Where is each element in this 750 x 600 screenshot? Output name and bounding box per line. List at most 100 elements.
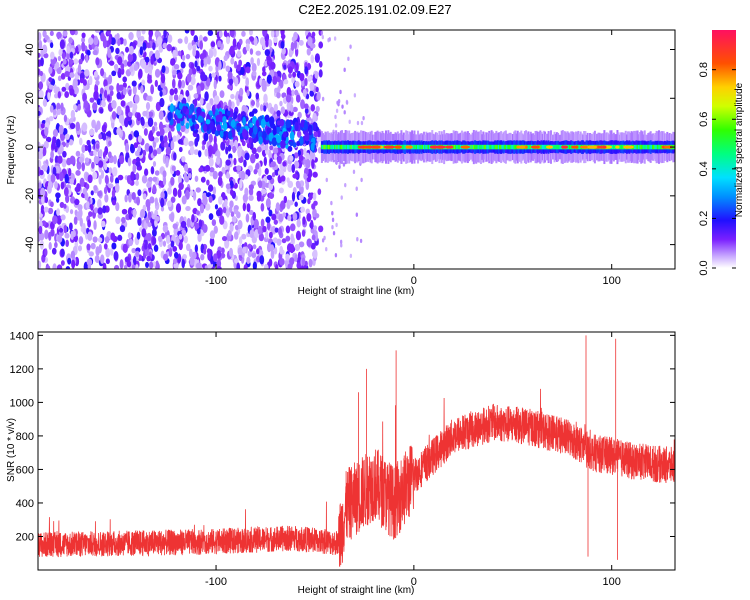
heatmap-cell <box>122 243 128 254</box>
heatmap-cell <box>109 247 114 256</box>
heatmap-cell <box>352 144 355 150</box>
heatmap-cell <box>273 36 278 44</box>
heatmap-cell <box>54 241 58 249</box>
heatmap-cell <box>56 31 62 39</box>
top-x-ticks: -100 0 100 <box>205 30 621 287</box>
heatmap-cell <box>641 144 644 150</box>
heatmap-cell <box>165 157 169 168</box>
heatmap-cell <box>259 104 264 112</box>
heatmap-cell <box>56 66 62 75</box>
heatmap-cell <box>317 147 322 154</box>
heatmap-cell <box>298 154 304 162</box>
heatmap-cell <box>251 147 257 155</box>
heatmap-cell <box>331 225 334 230</box>
heatmap-cell <box>654 144 657 150</box>
heatmap-cell <box>42 146 47 157</box>
heatmap-cell <box>295 94 301 103</box>
heatmap-cell <box>213 225 218 234</box>
heatmap-cell <box>263 131 267 139</box>
heatmap-cell <box>270 161 277 168</box>
heatmap-cell <box>335 222 338 228</box>
heatmap-cell <box>91 119 96 129</box>
heatmap-cell <box>655 144 658 150</box>
heatmap-cell <box>202 196 208 206</box>
heatmap-cell <box>38 159 42 169</box>
heatmap-cell <box>185 243 191 252</box>
heatmap-cell <box>58 124 64 135</box>
heatmap-cell <box>201 144 206 151</box>
heatmap-cell <box>92 236 98 243</box>
heatmap-cell <box>257 225 263 235</box>
heatmap-cell <box>233 231 239 240</box>
heatmap-cell <box>314 70 319 79</box>
heatmap-cell <box>296 182 301 189</box>
heatmap-cell <box>132 42 137 50</box>
heatmap-cell <box>137 189 142 197</box>
heatmap-cell <box>312 112 317 123</box>
heatmap-cell <box>148 30 154 38</box>
bottom-y-tick-label: 1000 <box>10 397 34 409</box>
heatmap-cell <box>125 142 130 153</box>
heatmap-cell <box>250 153 256 164</box>
heatmap-cell <box>233 60 238 69</box>
heatmap-cell <box>249 229 255 239</box>
heatmap-cell <box>153 244 159 252</box>
top-y-axis-label: Frequency (Hz) <box>6 116 17 185</box>
heatmap-cell <box>61 86 67 92</box>
heatmap-cell <box>111 166 118 177</box>
heatmap-cell <box>188 108 193 116</box>
heatmap-cell <box>349 44 352 49</box>
heatmap-cell <box>100 68 105 77</box>
heatmap-cell <box>289 141 294 147</box>
heatmap-cell <box>315 55 320 62</box>
heatmap-cell <box>495 144 498 150</box>
heatmap-cell <box>222 121 228 131</box>
heatmap-cell <box>115 202 120 212</box>
heatmap-cell <box>162 176 167 186</box>
heatmap-cell <box>75 45 79 54</box>
heatmap-cell <box>218 60 222 71</box>
heatmap-cell <box>260 188 267 195</box>
heatmap-cell <box>54 181 58 190</box>
heatmap-cell <box>193 149 200 155</box>
heatmap-cell <box>302 88 307 97</box>
heatmap-cell <box>114 264 120 269</box>
heatmap-cell <box>180 61 186 69</box>
heatmap-cell <box>147 222 152 228</box>
heatmap-cell <box>253 168 258 175</box>
heatmap-cell <box>226 110 231 117</box>
heatmap-cell <box>169 88 175 96</box>
heatmap-cell <box>163 30 167 39</box>
heatmap-cell <box>108 36 112 45</box>
heatmap-cell <box>222 206 227 214</box>
heatmap-cell <box>497 144 500 150</box>
heatmap-cell <box>273 246 278 255</box>
heatmap-cell <box>306 213 312 222</box>
heatmap-cell <box>186 217 191 228</box>
heatmap-cell <box>200 97 204 106</box>
heatmap-cell <box>216 124 222 132</box>
heatmap-cell <box>131 80 137 87</box>
heatmap-cell <box>264 114 270 123</box>
heatmap-cell <box>59 201 65 209</box>
heatmap-cell <box>127 232 132 239</box>
heatmap-cell <box>280 40 285 49</box>
heatmap-cell <box>331 217 335 223</box>
heatmap-cell <box>152 149 158 157</box>
heatmap-cell <box>207 184 214 192</box>
heatmap-cell <box>233 110 238 119</box>
heatmap-cell <box>100 170 105 179</box>
heatmap-cell <box>98 133 102 140</box>
heatmap-cell <box>181 195 187 205</box>
heatmap-cell <box>40 57 44 67</box>
heatmap-cell <box>420 144 423 150</box>
top-y-ticks: -40 -20 0 20 40 <box>24 43 675 253</box>
heatmap-cell <box>78 137 83 146</box>
heatmap-cell <box>298 194 304 201</box>
colorbar-ticks: 0.0 0.2 0.4 0.6 0.8 <box>698 62 736 276</box>
heatmap-cell <box>225 65 231 72</box>
heatmap-cell <box>100 254 105 265</box>
heatmap-cell <box>65 82 70 91</box>
heatmap-cell <box>69 117 74 125</box>
heatmap-cell <box>412 144 415 150</box>
